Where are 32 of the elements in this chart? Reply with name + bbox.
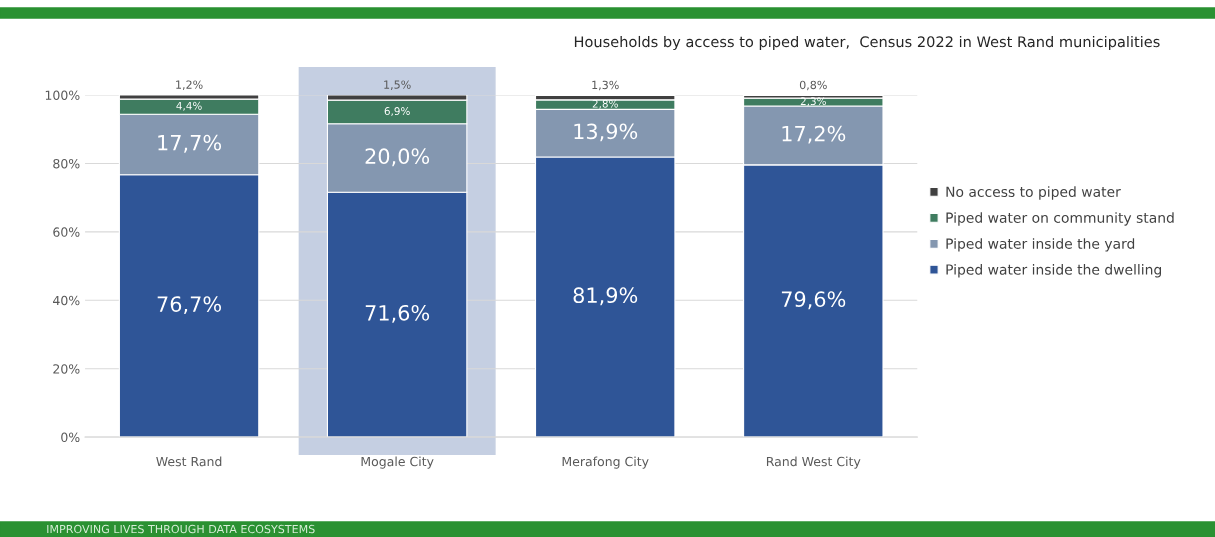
text: IMPROVING LIVES THROUGH DATA ECOSYSTEMS	[47, 524, 315, 534]
chart-title: Households by access to piped water, Census 2022 in West Rand municipalities	[574, 35, 1160, 51]
legend-label: No access to piped water	[946, 186, 1121, 200]
data-label: 6,9%	[384, 107, 410, 117]
y-tick-label: 100%	[45, 90, 80, 100]
data-label: 20,0%	[365, 148, 430, 167]
data-label: 17,2%	[782, 125, 846, 144]
data-label: 81,9%	[573, 287, 638, 306]
y-tick-label: 20%	[53, 364, 80, 374]
data-label: 76,7%	[157, 296, 222, 315]
x-tick-label: Merafong City	[562, 456, 649, 469]
y-tick-label: 80%	[53, 158, 80, 169]
data-label: 1,5%	[384, 80, 411, 90]
data-label: 4,4%	[176, 101, 202, 111]
data-label: 2,8%	[592, 99, 618, 109]
y-tick-label: 40%	[53, 295, 80, 306]
data-label: 13,9%	[574, 123, 638, 142]
legend-label: Piped water on community stand	[946, 212, 1174, 226]
x-tick-label: Mogale City	[361, 456, 434, 469]
data-label: 79,6%	[781, 291, 846, 310]
data-label: 71,6%	[365, 304, 430, 323]
x-tick-label: West Rand	[156, 456, 222, 467]
legend-label: Piped water inside the yard	[946, 238, 1135, 252]
data-label: 2,3%	[800, 97, 826, 107]
data-label: 0,8%	[799, 80, 827, 91]
y-tick-label: 60%	[53, 227, 80, 237]
data-label: 1,2%	[176, 80, 203, 90]
legend-label: Piped water inside the dwelling	[946, 264, 1161, 278]
x-tick-label: Rand West City	[766, 456, 861, 469]
y-tick-label: 0%	[61, 432, 80, 443]
data-label: 17,7%	[158, 134, 222, 153]
data-label: 1,3%	[592, 80, 619, 91]
